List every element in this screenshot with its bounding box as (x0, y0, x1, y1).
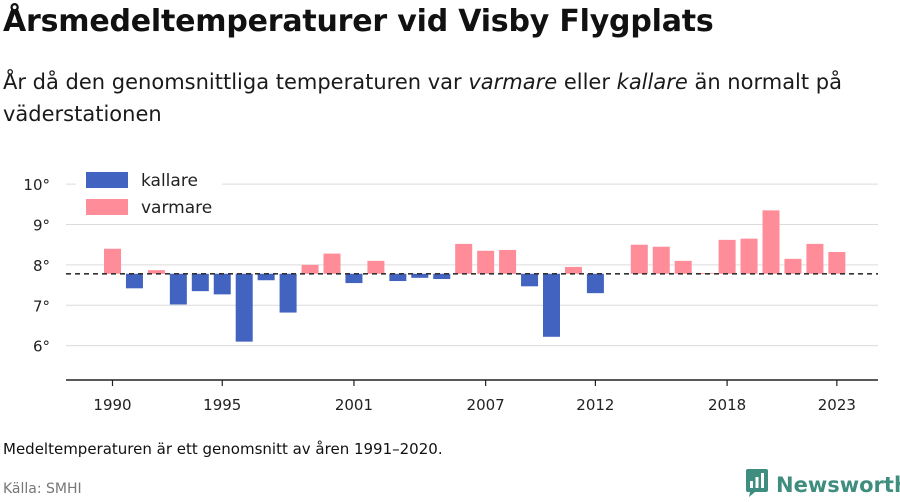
x-tick-label: 2023 (818, 396, 856, 414)
bar-varmare (367, 260, 385, 274)
legend-swatch-kallare (86, 172, 128, 188)
y-tick-label: 7° (33, 297, 50, 315)
x-tick-label: 1995 (203, 396, 241, 414)
bar-kallare (279, 273, 297, 313)
x-tick-label: 1990 (93, 396, 131, 414)
subtitle-part: än normalt på väderstationen (3, 70, 842, 126)
bar-kallare (169, 273, 187, 305)
subtitle-kallare: kallare (616, 70, 688, 94)
bar-varmare (718, 239, 736, 274)
subtitle-part: eller (557, 70, 617, 94)
newsworthy-logo-icon (745, 468, 769, 502)
bar-varmare (652, 246, 670, 274)
bar-varmare (674, 260, 692, 274)
bar-varmare (147, 270, 165, 274)
bar-kallare (586, 273, 604, 294)
chart-subtitle: År då den genomsnittliga temperaturen va… (3, 66, 883, 130)
bar-varmare (784, 258, 802, 274)
y-tick-label: 10° (23, 176, 50, 194)
bar-varmare (499, 249, 517, 274)
bar-kallare (125, 273, 143, 289)
bar-varmare (828, 251, 846, 274)
bar-kallare (389, 273, 407, 282)
bar-varmare (104, 248, 121, 274)
bar-kallare (411, 273, 429, 278)
source-credit: Källa: SMHI (3, 481, 82, 497)
y-tick-label: 9° (33, 217, 50, 235)
x-tick-label: 2012 (576, 396, 614, 414)
bar-varmare (477, 250, 495, 274)
legend-label-kallare: kallare (141, 171, 198, 191)
subtitle-part: År då den genomsnittliga temperaturen va… (3, 70, 469, 94)
bar-kallare (543, 273, 560, 337)
bar-varmare (740, 238, 758, 274)
y-tick-label: 6° (33, 338, 50, 356)
y-tick-label: 8° (33, 257, 50, 275)
legend-label-varmare: varmare (141, 198, 212, 218)
bar-chart: 6° 7° 8° 9° 10° 1990 1995 2001 2007 2012 2018 2023 k… (23, 171, 878, 414)
chart-title: Årsmedeltemperaturer vid Visby Flygplats (3, 4, 714, 39)
bar-kallare (191, 273, 209, 292)
bar-varmare (301, 264, 319, 274)
bar-kallare (521, 273, 539, 287)
newsworthy-logo: Newsworthy (745, 468, 900, 502)
bar-varmare (323, 253, 341, 274)
bar-kallare (235, 273, 253, 342)
subtitle-varmare: varmare (468, 70, 558, 94)
x-tick-label: 2018 (708, 396, 746, 414)
bar-kallare (433, 273, 451, 280)
bar-varmare (630, 244, 648, 274)
x-tick-label: 2007 (467, 396, 505, 414)
legend-swatch-varmare (86, 199, 128, 215)
bar-varmare (564, 266, 582, 274)
bar-varmare (806, 243, 824, 274)
bar-kallare (345, 273, 363, 284)
bar-kallare (257, 273, 275, 281)
footnote: Medeltemperaturen är ett genomsnitt av å… (3, 440, 443, 458)
bar-varmare (762, 210, 780, 274)
x-tick-label: 2001 (335, 396, 373, 414)
bar-varmare (455, 243, 473, 274)
bar-kallare (213, 273, 231, 295)
brand-name: Newsworthy (776, 473, 900, 497)
